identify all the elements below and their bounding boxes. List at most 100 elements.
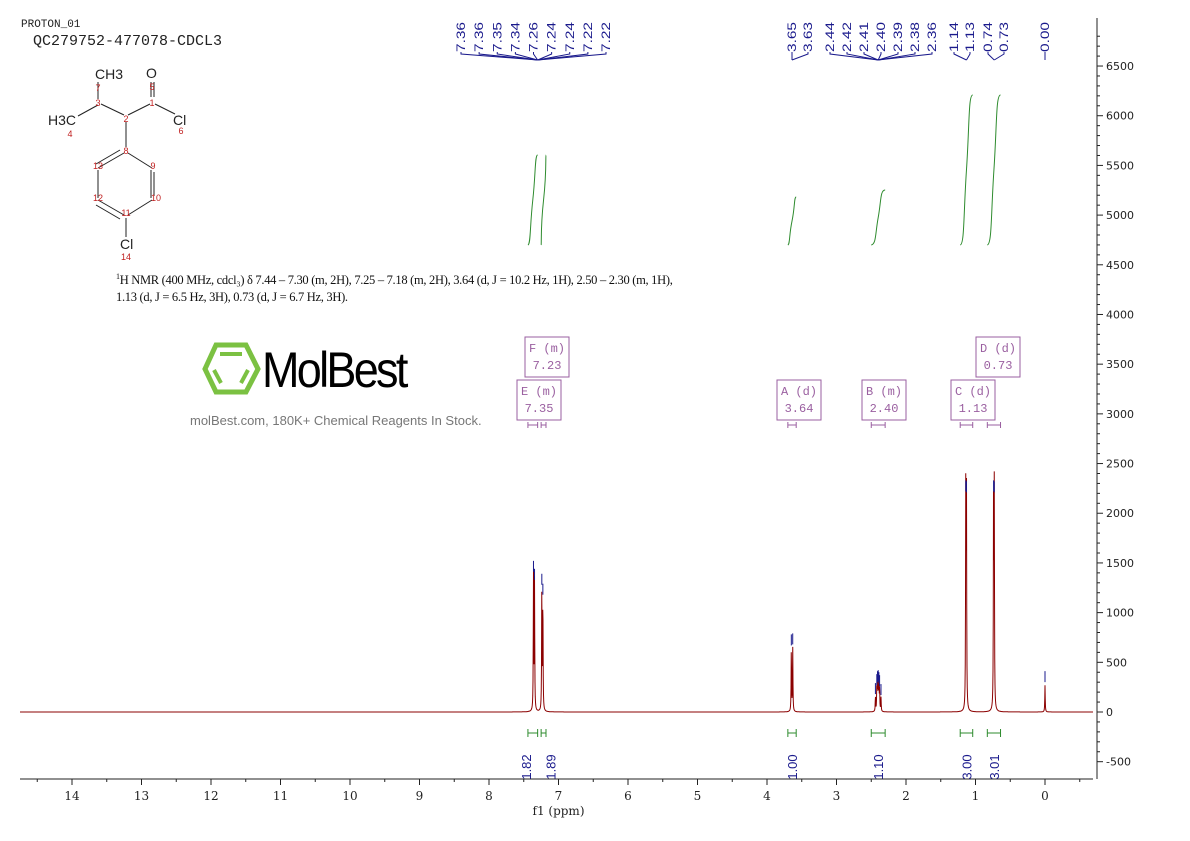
atom-h3c: H3C: [48, 112, 76, 128]
integral-bracket: [527, 729, 539, 737]
multiplet-shift: 2.40: [870, 402, 899, 416]
y-tick-label: 4500: [1106, 259, 1134, 272]
peak-label: 2.38: [908, 22, 922, 52]
multiplet-shift: 7.35: [525, 402, 554, 416]
integral-bracket: [540, 729, 547, 737]
peak-label-leader: [878, 52, 916, 61]
peak-label: 7.26: [527, 22, 541, 52]
x-tick-label: 3: [833, 789, 841, 803]
peak-label-leader: [966, 52, 971, 61]
peak-label: 7.36: [472, 22, 486, 52]
y-tick-label: 1500: [1106, 557, 1134, 570]
x-tick-label: 11: [273, 789, 288, 803]
peak-label: 2.39: [891, 22, 905, 52]
integral-bracket: [787, 729, 797, 737]
atom-ch3: CH3: [95, 66, 123, 82]
peak-label-leader: [877, 52, 882, 61]
atom-number: 12: [93, 193, 103, 203]
integral-curve: [986, 94, 1002, 246]
multiplet-range: [527, 422, 539, 428]
peak-label: 0.74: [981, 22, 995, 52]
x-tick-label: 7: [555, 789, 563, 803]
y-tick-label: 6500: [1106, 60, 1134, 73]
multiplet-label: C (d): [955, 385, 991, 399]
y-tick-label: 0: [1106, 706, 1113, 719]
sample-id: QC279752-477078-CDCL3: [33, 33, 223, 50]
peak-label-leader: [863, 52, 879, 61]
y-tick-label: 1000: [1106, 607, 1134, 620]
peak-label-leader: [514, 52, 538, 61]
atom-o: O: [146, 65, 157, 81]
multiplet-shift: 3.64: [785, 402, 814, 416]
atom-number: 6: [178, 126, 183, 136]
multiplet-box: [861, 379, 907, 421]
x-tick-label: 1: [972, 789, 980, 803]
atom-number: 9: [150, 161, 155, 171]
chemical-structure: CH3 O H3C Cl Cl 1 2 3 4 5 6 7 8 9 10 11 …: [48, 65, 186, 262]
integral-curve: [527, 154, 539, 246]
multiplet-shift: 0.73: [984, 359, 1013, 373]
multiplet-range: [986, 422, 1002, 428]
atom-number: 8: [123, 146, 128, 156]
x-tick-label: 12: [203, 789, 218, 803]
integral-curve: [871, 189, 886, 246]
multiplet-label: D (d): [980, 342, 1016, 356]
peak-label: 7.22: [581, 22, 595, 52]
x-axis-label: f1 (ppm): [533, 804, 585, 818]
y-tick-label: 2500: [1106, 458, 1134, 471]
multiplet-label: A (d): [781, 385, 817, 399]
peak-label: 0.73: [997, 22, 1011, 52]
peak-label-leader: [460, 52, 538, 61]
x-tick-label: 0: [1041, 789, 1049, 803]
atom-number: 10: [151, 193, 161, 203]
peak-label: 0.00: [1038, 22, 1052, 52]
x-tick-label: 6: [624, 789, 632, 803]
peak-label: 2.42: [840, 22, 854, 52]
x-tick-label: 2: [902, 789, 910, 803]
nmr-description: 1H NMR (400 MHz, cdcl₃) δ 7.44 – 7.30 (m…: [116, 268, 676, 306]
peak-label-leader: [994, 52, 1005, 61]
peak-label-leader: [496, 52, 538, 61]
multiplet-box: [950, 379, 996, 421]
integral-curve: [540, 154, 547, 246]
y-tick-label: 5500: [1106, 159, 1134, 172]
nmr-description-text: H NMR (400 MHz, cdcl₃) δ 7.44 – 7.30 (m,…: [116, 273, 673, 305]
y-tick-label: -500: [1106, 756, 1131, 769]
peak-label: 2.40: [874, 22, 888, 52]
integral-value: 1.10: [871, 754, 886, 779]
nucleus-superscript: 1: [116, 272, 120, 281]
y-tick-label: 2000: [1106, 507, 1134, 520]
peak-label-leader: [987, 52, 995, 61]
multiplet-label: E (m): [521, 385, 557, 399]
atom-number: 4: [67, 129, 72, 139]
multiplet-shift: 1.13: [959, 402, 988, 416]
multiplet-box: [975, 336, 1021, 378]
x-tick-label: 14: [64, 789, 80, 803]
atom-number: 3: [95, 98, 100, 108]
watermark-tagline: molBest.com, 180K+ Chemical Reagents In …: [190, 413, 482, 428]
multiplet-label: B (m): [866, 385, 902, 399]
x-tick-label: 10: [342, 789, 357, 803]
peak-label-leader: [791, 52, 809, 61]
x-tick-label: 13: [134, 789, 149, 803]
peak-label-leader: [878, 52, 899, 61]
multiplet-box: [776, 379, 822, 421]
integral-curve: [787, 196, 797, 246]
multiplet-box: [524, 336, 570, 378]
y-tick-label: 3000: [1106, 408, 1134, 421]
atom-number: 7: [95, 83, 100, 93]
peak-label: 2.44: [823, 22, 837, 52]
multiplet-range: [959, 422, 974, 428]
peak-label-leader: [537, 52, 553, 61]
peak-label: 7.36: [454, 22, 468, 52]
peak-label-leader: [533, 52, 539, 61]
peak-label-leader: [537, 52, 571, 61]
y-tick-label: 6000: [1106, 110, 1134, 123]
integral-bracket: [986, 729, 1002, 737]
multiplet-range: [870, 422, 886, 428]
integral-bracket: [870, 729, 886, 737]
integral-bracket: [959, 729, 974, 737]
peak-label-leader: [537, 52, 589, 61]
peak-label: 2.41: [857, 22, 871, 52]
integral-curve: [959, 94, 974, 246]
